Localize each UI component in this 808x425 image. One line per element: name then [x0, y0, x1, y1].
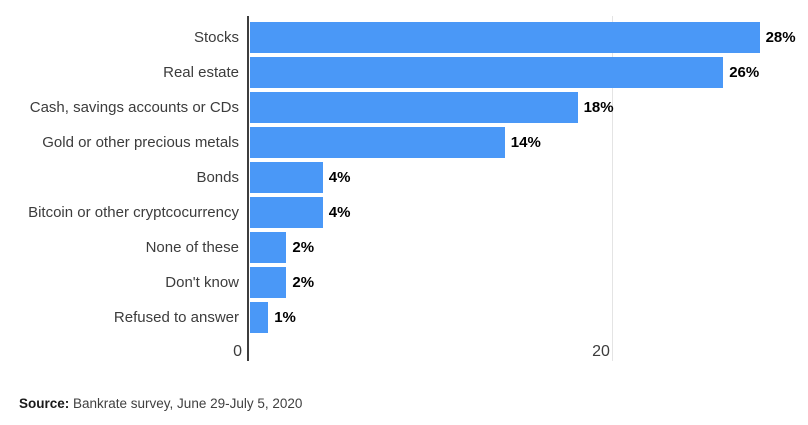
- value-label: 2%: [292, 274, 315, 291]
- bar: [250, 162, 323, 193]
- bar: [250, 197, 323, 228]
- value-label: 4%: [328, 169, 351, 186]
- bar-track: 28%: [248, 22, 808, 53]
- category-label: Stocks: [193, 29, 239, 46]
- category-label: Refused to answer: [113, 309, 239, 326]
- bar: [250, 127, 505, 158]
- bar-row: Refused to answer 1%: [0, 302, 808, 333]
- bar-track: 26%: [248, 57, 808, 88]
- bar-row: Don't know 2%: [0, 267, 808, 298]
- bar-row: Bitcoin or other cryptcocurrency 4%: [0, 197, 808, 228]
- value-label: 4%: [328, 204, 351, 221]
- bar-row: Stocks 28%: [0, 22, 808, 53]
- value-label: 26%: [729, 64, 760, 81]
- category-label: None of these: [145, 239, 239, 256]
- value-label: 2%: [292, 239, 315, 256]
- x-axis-baseline: [247, 16, 249, 361]
- bar: [250, 57, 724, 88]
- bar-track: 2%: [248, 267, 808, 298]
- bar: [250, 302, 269, 333]
- value-label: 18%: [583, 99, 614, 116]
- gridline-20: [612, 16, 613, 361]
- bar-track: 18%: [248, 92, 808, 123]
- bar-track: 14%: [248, 127, 808, 158]
- value-label: 1%: [274, 309, 296, 326]
- bar-track: 1%: [248, 302, 808, 333]
- bar-row: Real estate 26%: [0, 57, 808, 88]
- category-label: Bitcoin or other cryptcocurrency: [28, 204, 239, 221]
- category-label: Cash, savings accounts or CDs: [29, 99, 239, 116]
- x-axis-tick-20: 20: [592, 343, 610, 360]
- x-axis-tick-0: 0: [233, 343, 242, 360]
- bar-track: 4%: [248, 197, 808, 228]
- category-label: Real estate: [163, 64, 239, 81]
- bar: [250, 22, 760, 53]
- category-label: Gold or other precious metals: [42, 134, 239, 151]
- bar-row: Gold or other precious metals 14%: [0, 127, 808, 158]
- source-text: Bankrate survey, June 29-July 5, 2020: [69, 396, 303, 411]
- value-label: 14%: [510, 134, 541, 151]
- category-label: Don't know: [165, 274, 239, 291]
- plot-area: Stocks 28% Real estate 26% Cash, savings…: [0, 22, 808, 337]
- bar: [250, 232, 287, 263]
- category-label: Bonds: [196, 169, 239, 186]
- value-label: 28%: [765, 29, 796, 46]
- bar: [250, 267, 287, 298]
- bar-row: Cash, savings accounts or CDs 18%: [0, 92, 808, 123]
- bar-row: Bonds 4%: [0, 162, 808, 193]
- bar-row: None of these 2%: [0, 232, 808, 263]
- source-caption: Source: Bankrate survey, June 29-July 5,…: [19, 396, 302, 411]
- bar-track: 2%: [248, 232, 808, 263]
- bar-track: 4%: [248, 162, 808, 193]
- bar: [250, 92, 578, 123]
- source-prefix: Source:: [19, 396, 70, 411]
